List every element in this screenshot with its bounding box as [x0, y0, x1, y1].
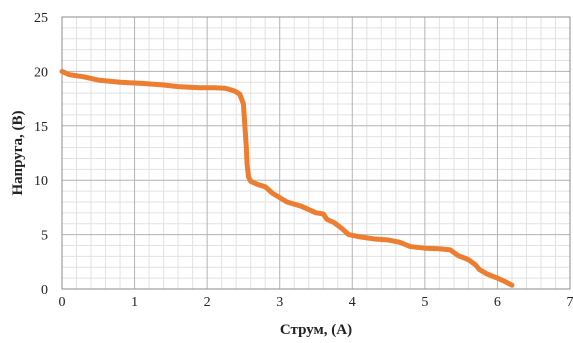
x-tick-label: 3 [276, 295, 283, 310]
y-tick-label: 10 [34, 174, 48, 189]
x-tick-label: 0 [59, 295, 66, 310]
y-tick-label: 5 [41, 229, 48, 244]
x-tick-label: 6 [494, 295, 501, 310]
y-tick-label: 25 [34, 11, 48, 26]
y-axis-title: Напруга, (В) [10, 110, 26, 195]
series-layer [59, 68, 515, 288]
y-tick-label: 15 [34, 120, 48, 135]
x-tick-label: 4 [349, 295, 356, 310]
plot-area-border [61, 16, 571, 290]
x-tick-label: 5 [421, 295, 428, 310]
y-tick-label: 20 [34, 65, 48, 80]
x-tick-label: 1 [131, 295, 138, 310]
minor-grid [62, 17, 570, 289]
major-grid [62, 17, 570, 289]
x-axis-tick-labels: 0 1 2 3 4 5 6 7 [59, 295, 573, 310]
y-axis-tick-labels: 0 5 10 15 20 25 [34, 11, 48, 298]
x-tick-label: 2 [204, 295, 211, 310]
x-tick-label: 7 [567, 295, 573, 310]
y-tick-label: 0 [41, 283, 48, 298]
x-axis-title: Струм, (А) [280, 322, 352, 338]
series-line [59, 68, 515, 288]
